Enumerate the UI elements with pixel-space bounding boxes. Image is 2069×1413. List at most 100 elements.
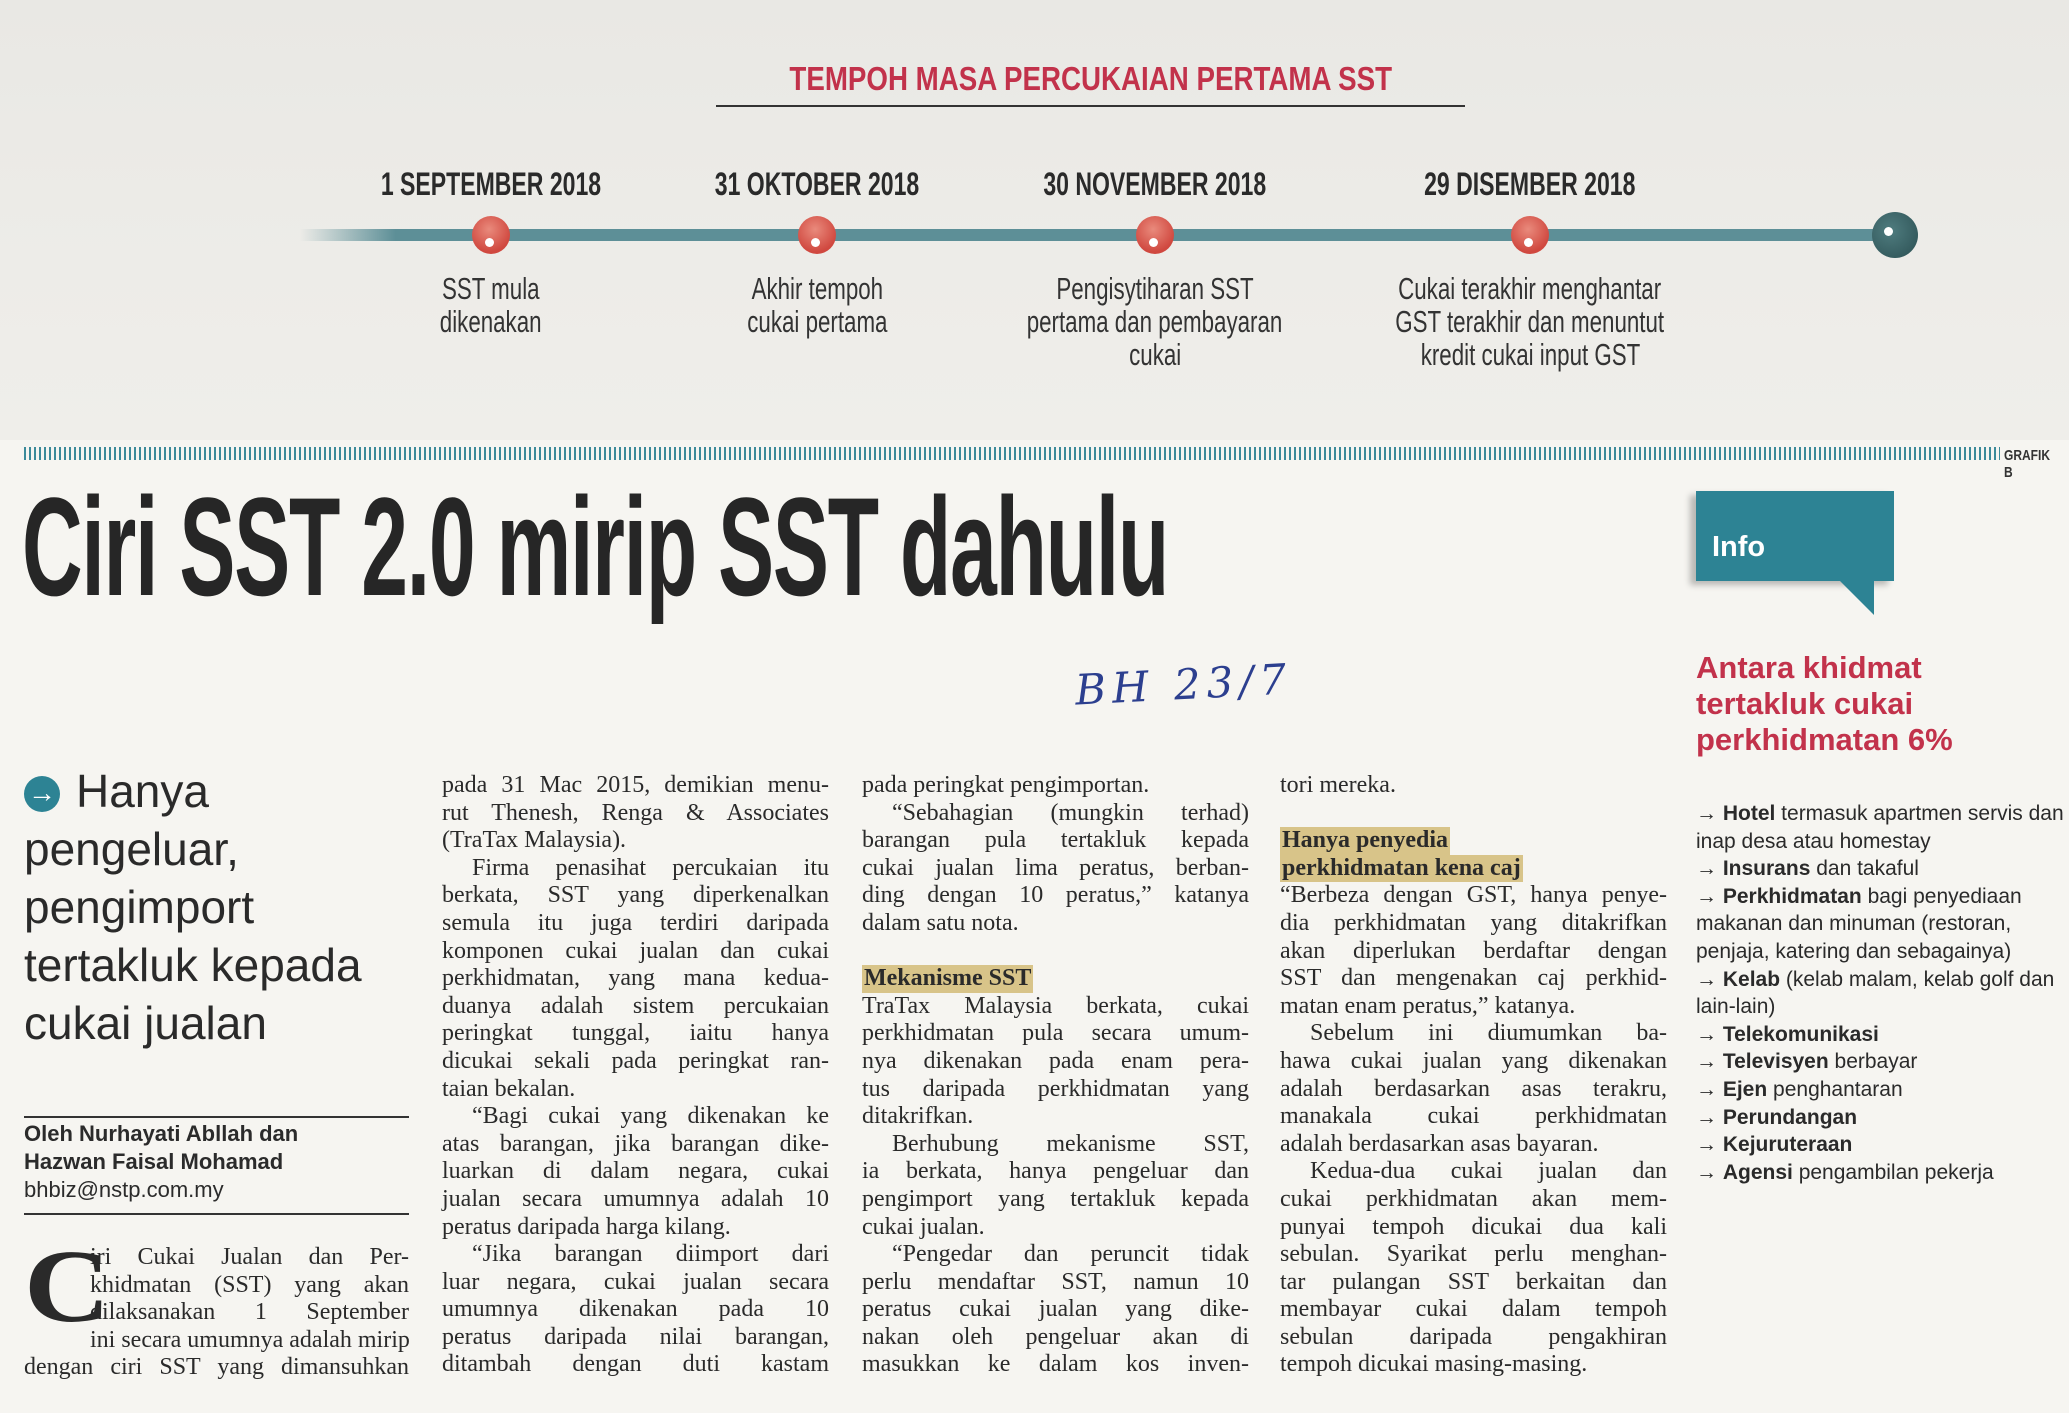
timeline-description: Akhir tempoh cukai pertama (607, 272, 1027, 338)
timeline-description-text: Pengisytiharan SST (1056, 271, 1254, 306)
body-text-line: ding dengan 10 peratus,” katanya (862, 882, 1249, 909)
timeline-description-text: SST mula (442, 271, 540, 306)
body-text-line: perkhidmatan pula secara umum- (862, 1020, 1249, 1047)
info-badge: Info (1696, 491, 1894, 615)
article-column-1: C iri Cukai Jualan dan Per-khidmatan (SS… (24, 1235, 410, 1382)
body-text-line: dicukai sekali pada peringkat ran- (442, 1047, 829, 1074)
body-text-line: pengimport yang tertakluk kepada (862, 1185, 1249, 1212)
info-list: → Hotel termasuk apartmen servis dan ina… (1696, 800, 2066, 1186)
timeline-date: 29 DISEMBER 2018 (1330, 166, 1730, 203)
body-text-line: iri Cukai Jualan dan Per- (90, 1244, 409, 1270)
info-list-item: → Televisyen berbayar (1696, 1048, 2066, 1076)
info-item-text: berbayar (1828, 1050, 1918, 1074)
byline-email[interactable]: bhbiz@nstp.com.my (24, 1177, 224, 1202)
headline: Ciri SST 2.0 mirip SST dahulu (22, 468, 1169, 625)
body-text-line: adalah berdasarkan asas bayaran. (1280, 1130, 1599, 1157)
body-text-line: atas barangan, jika barangan dike- (442, 1130, 829, 1157)
timeline-description: SST mula dikenakan (281, 272, 701, 338)
body-text-line: luarkan di dalam negara, cukai (442, 1158, 829, 1185)
info-item-keyword: Insurans (1722, 857, 1811, 881)
info-heading-line: perkhidmatan 6% (1696, 722, 1953, 757)
byline-author: Oleh Nurhayati Abllah dan (24, 1121, 299, 1146)
arrow-right-icon: → (1696, 1050, 1723, 1074)
body-text-line: cukai perkhidmatan akan mem- (1280, 1185, 1667, 1212)
body-text-line: TraTax Malaysia berkata, cukai (862, 992, 1249, 1019)
blank-line (862, 938, 1249, 966)
arrow-right-icon: → (1696, 884, 1723, 908)
info-item-text: termasuk apartmen servis dan inap desa a… (1696, 802, 2064, 853)
info-item-keyword: Kelab (1722, 967, 1781, 991)
timeline-date: 30 NOVEMBER 2018 (955, 166, 1355, 203)
info-item-text: pengambilan pekerja (1792, 1160, 1994, 1184)
arrow-right-icon: → (1696, 857, 1723, 881)
striped-divider (24, 447, 2000, 460)
timeline-description-text: Cukai terakhir menghantar (1398, 271, 1662, 306)
timeline-marker (1511, 216, 1549, 254)
body-text-line: cukai jualan lima peratus, berban- (862, 854, 1249, 881)
info-list-item: → Perundangan (1696, 1104, 2066, 1132)
arrow-right-icon: → (1696, 1133, 1723, 1157)
subhead-line: tertakluk kepada (24, 939, 362, 991)
body-text-line: taian bekalan. (442, 1075, 576, 1102)
timeline-graphic-background (0, 0, 2069, 440)
timeline-marker (798, 216, 836, 254)
body-text-line: masukkan ke dalam kos inven- (862, 1351, 1249, 1378)
body-text-line: adalah berdasarkan asas terakru, (1280, 1075, 1667, 1102)
info-list-item: → Telekomunikasi (1696, 1021, 2066, 1049)
body-text-line: Berhubung mekanisme SST, (892, 1130, 1249, 1157)
timeline-title-underline (716, 105, 1465, 107)
body-text-line: Kedua-dua cukai jualan dan (1310, 1158, 1667, 1185)
info-item-keyword: Kejuruteraan (1722, 1133, 1853, 1157)
body-text-line: dia perkhidmatan yang ditakrifkan (1280, 909, 1667, 936)
info-item-keyword: Televisyen (1722, 1050, 1829, 1074)
info-item-text: penghantaran (1767, 1077, 1903, 1101)
arrow-right-icon: → (1696, 1077, 1723, 1101)
blank-line (1280, 800, 1667, 828)
info-list-item: → Kelab (kelab malam, kelab golf dan lai… (1696, 966, 2066, 1021)
article-column-3: pada peringkat pengimportan. “Sebahagian … (862, 772, 1249, 1379)
section-heading-line: Mekanisme SST (862, 965, 1249, 993)
info-heading-line: tertakluk cukai (1696, 686, 1914, 721)
timeline-description-text: GST terakhir dan menuntut (1395, 304, 1665, 339)
byline-rule-bottom (24, 1213, 409, 1215)
section-heading: Mekanisme SST (862, 965, 1034, 993)
info-item-keyword: Perundangan (1722, 1105, 1858, 1129)
section-heading: Hanya penyedia (1280, 827, 1451, 855)
timeline-description-text: Akhir tempoh (751, 271, 883, 306)
timeline-date: 31 OKTOBER 2018 (617, 166, 1017, 203)
info-item-keyword: Agensi (1722, 1160, 1793, 1184)
timeline-description-text: pertama dan pembayaran (1027, 304, 1283, 339)
info-item-text: dan takaful (1810, 857, 1919, 881)
body-text-line: cukai jualan. (862, 1213, 985, 1240)
handwritten-note: BH 23/7 (1073, 654, 1294, 715)
timeline-description: Pengisytiharan SST pertama dan pembayaran… (945, 272, 1365, 371)
body-text-line: Firma penasihat percukaian itu (472, 854, 829, 881)
timeline-bar (300, 229, 1895, 241)
info-list-item: → Agensi pengambilan pekerja (1696, 1159, 2066, 1187)
timeline-description-line: kredit cukai input GST (1320, 338, 1740, 371)
body-text-line: peratus daripada nilai barangan, (442, 1323, 829, 1350)
info-item-text: bagi penyediaan makanan dan minuman (res… (1696, 884, 2022, 963)
timeline-end-marker (1872, 212, 1918, 258)
body-text-line: (TraTax Malaysia). (442, 827, 627, 854)
body-text-line: pada peringkat pengimportan. (862, 772, 1150, 798)
timeline-description-line: pertama dan pembayaran (945, 305, 1365, 338)
body-text-line: tus daripada perkhidmatan yang (862, 1075, 1249, 1102)
body-text-line: nakan oleh pengeluar akan di (862, 1323, 1249, 1350)
body-text-line: “Jika barangan diimport dari (472, 1241, 829, 1268)
subhead-line: pengeluar, (24, 823, 239, 875)
info-list-item: → Ejen penghantaran (1696, 1076, 2066, 1104)
body-text-line: tori mereka. (1280, 772, 1396, 798)
timeline-description-line: dikenakan (281, 305, 701, 338)
body-text-line: Sebelum ini diumumkan ba- (1310, 1020, 1667, 1047)
info-item-keyword: Ejen (1722, 1077, 1768, 1101)
body-text-line: “Sebahagian (mungkin terhad) (892, 799, 1249, 826)
timeline-marker (472, 216, 510, 254)
body-text-line: dilaksanakan 1 September (90, 1299, 409, 1326)
byline-rule-top (24, 1116, 409, 1118)
body-text-line: komponen cukai jualan dan cukai (442, 937, 829, 964)
body-text-line: perkhidmatan, yang mana kedua- (442, 965, 829, 992)
body-text-line: “Pengedar dan peruncit tidak (892, 1241, 1249, 1268)
info-heading: Antara khidmat tertakluk cukai perkhidma… (1696, 650, 2066, 758)
graphic-credit: GRAFIK B (2004, 447, 2050, 481)
